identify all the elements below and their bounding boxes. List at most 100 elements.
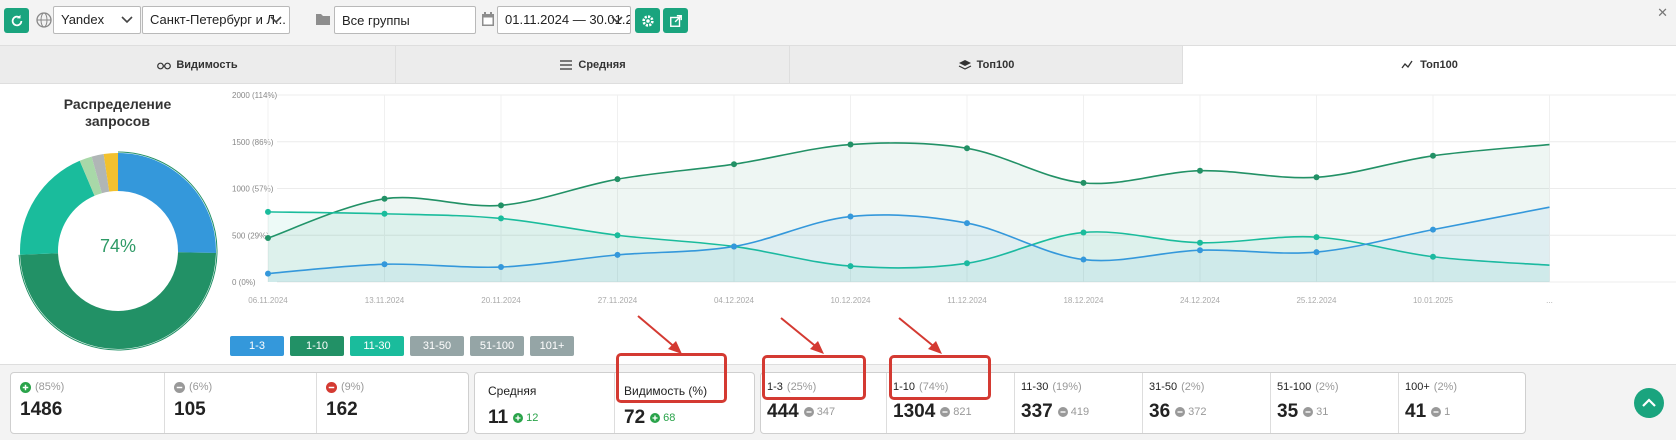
series-point-11-30[interactable]	[1430, 253, 1436, 260]
y-tick-label: 2000 (114%)	[232, 91, 278, 100]
summary-delta: 821	[953, 406, 972, 418]
summary-delta: 12	[526, 412, 539, 424]
annotation-arrow	[898, 317, 942, 354]
summary-range-5: 51-100 (2%) 35 31	[1271, 373, 1399, 433]
pin-icon[interactable]: ✕	[1657, 5, 1668, 20]
y-tick-label: 1500 (86%)	[232, 138, 274, 147]
series-point-1-10[interactable]	[1080, 179, 1087, 186]
summary-value: 72	[624, 407, 646, 428]
refresh-button[interactable]	[4, 8, 29, 33]
series-point-1-10[interactable]	[847, 141, 854, 148]
series-point-1-3[interactable]	[1080, 256, 1087, 263]
summary-delta: 347	[816, 406, 836, 418]
series-point-11-30[interactable]	[498, 215, 504, 222]
donut-outline	[18, 151, 218, 351]
series-point-11-30[interactable]	[265, 208, 271, 215]
summary-ranges: 1-3 (25%) 444 347 1-10 (74%) 1304 821 11-30 (19%)…	[760, 372, 1526, 434]
series-point-11-30[interactable]	[1197, 239, 1203, 246]
series-point-1-10[interactable]	[1430, 152, 1436, 159]
x-tick-label: 25.12.2024	[1296, 296, 1337, 305]
series-point-1-10[interactable]	[731, 161, 737, 168]
donut-center-label: 74%	[99, 236, 137, 256]
summary-range-1: 1-3 (25%) 444 347	[761, 373, 887, 433]
series-area-11-30	[268, 211, 1550, 282]
x-tick-label: 24.12.2024	[1180, 296, 1221, 305]
series-point-1-10[interactable]	[1313, 174, 1320, 181]
groups-input[interactable]	[334, 6, 476, 34]
donut-segment-11-30[interactable]	[20, 160, 95, 255]
export-button[interactable]	[663, 8, 688, 33]
series-point-1-10[interactable]	[964, 145, 970, 152]
tab-average[interactable]: Средняя	[396, 46, 790, 84]
series-point-1-3[interactable]	[1430, 226, 1436, 233]
summary-down: (9%) 162	[317, 373, 468, 433]
summary-label: 1-3	[767, 381, 783, 393]
summary-value: 41	[1405, 401, 1427, 422]
summary-up: (85%) 1486	[11, 373, 165, 433]
series-point-1-3[interactable]	[1313, 249, 1320, 256]
minus-circle-icon	[174, 381, 185, 393]
donut-segment-31-50[interactable]	[79, 156, 102, 196]
series-point-1-3[interactable]	[847, 213, 854, 220]
series-point-1-10[interactable]	[614, 176, 621, 183]
y-tick-label: 0 (0%)	[232, 278, 256, 287]
donut-segment-1-10[interactable]	[20, 252, 216, 350]
distribution-donut-chart	[18, 151, 218, 351]
tab-top100-layers[interactable]: Топ100	[790, 46, 1183, 84]
series-point-11-30[interactable]	[1313, 234, 1320, 241]
settings-button[interactable]	[635, 8, 660, 33]
summary-value: 35	[1277, 401, 1299, 422]
donut-segment-51-100[interactable]	[91, 154, 110, 194]
legend-toggle-4[interactable]: 31-50	[410, 336, 464, 356]
series-point-1-10[interactable]	[498, 202, 504, 209]
summary-value: 1304	[893, 401, 936, 422]
series-point-1-3[interactable]	[265, 270, 271, 277]
series-point-11-30[interactable]	[381, 210, 388, 217]
annotation-arrow	[637, 315, 682, 354]
series-point-11-30[interactable]	[1080, 229, 1087, 236]
donut-title-line: запросов	[85, 113, 150, 129]
summary-delta: 31	[1316, 406, 1329, 418]
positions-area-chart: 0 (0%) 500 (29%) 1000 (57%) 1500 (86%) 2000 …	[232, 91, 1676, 361]
region-value: Санкт-Петербург и Л...	[150, 12, 286, 27]
annotation-arrow	[780, 317, 824, 354]
region-select[interactable]: Санкт-Петербург и Л...	[142, 6, 290, 34]
date-range-select[interactable]: 01.11.2024 — 30.01.2025	[497, 6, 631, 34]
series-point-11-30[interactable]	[964, 260, 970, 267]
globe-icon	[36, 12, 52, 28]
series-point-1-3[interactable]	[1197, 247, 1203, 254]
refresh-icon	[11, 14, 22, 26]
summary-label: Средняя	[488, 384, 537, 398]
series-point-11-30[interactable]	[847, 263, 854, 270]
search-engine-select[interactable]: Yandex	[53, 6, 141, 34]
donut-segment-1-3[interactable]	[118, 153, 217, 254]
x-tick-label: 04.12.2024	[714, 296, 755, 305]
tab-top100-trend[interactable]: Топ100	[1183, 46, 1676, 84]
series-line-1-3	[267, 206, 1550, 275]
series-point-1-3[interactable]	[731, 243, 737, 250]
donut-segment-100+[interactable]	[103, 153, 118, 192]
legend-toggle-3[interactable]: 11-30	[350, 336, 404, 356]
series-point-1-10[interactable]	[265, 235, 271, 242]
legend-toggle-1[interactable]: 1-3	[230, 336, 284, 356]
series-point-1-3[interactable]	[381, 261, 388, 268]
series-point-1-3[interactable]	[964, 220, 970, 227]
search-engine-value: Yandex	[61, 12, 105, 27]
legend-toggle-5[interactable]: 51-100	[470, 336, 524, 356]
series-point-1-10[interactable]	[381, 195, 388, 202]
tab-visibility[interactable]: Видимость	[0, 46, 396, 84]
summary-range-4: 31-50 (2%) 36 372	[1143, 373, 1271, 433]
series-point-11-30[interactable]	[614, 232, 621, 239]
scroll-top-button[interactable]	[1634, 388, 1664, 418]
minus-circle-icon	[1431, 407, 1442, 417]
summary-label: 1-10	[893, 381, 916, 393]
series-point-1-3[interactable]	[498, 264, 504, 271]
y-tick-label: 1000 (57%)	[232, 185, 274, 194]
series-point-1-3[interactable]	[614, 251, 621, 258]
chevron-down-icon	[611, 16, 623, 24]
legend-toggle-6[interactable]: 101+	[530, 336, 574, 356]
summary-pct: (6%)	[189, 381, 213, 393]
legend-toggle-2[interactable]: 1-10	[290, 336, 344, 356]
series-point-1-10[interactable]	[1197, 167, 1203, 174]
tab-label: Видимость	[176, 58, 238, 71]
